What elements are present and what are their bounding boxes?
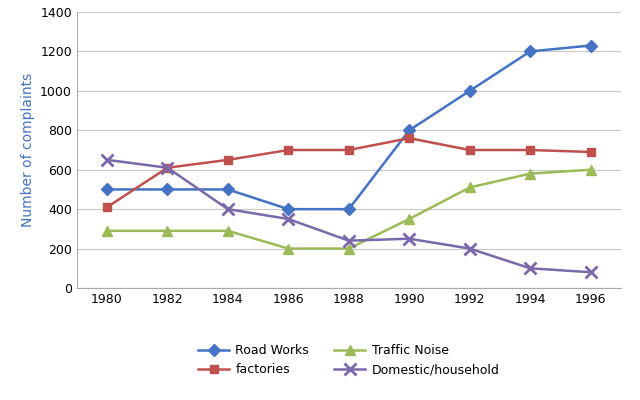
Domestic/household [587,270,595,275]
Traffic Noise [526,171,534,176]
Domestic/household [466,246,474,251]
factories [164,165,172,170]
Domestic/household [405,236,413,241]
Domestic/household [345,238,353,243]
factories [103,205,111,210]
Road Works [466,88,474,93]
Y-axis label: Number of complaints: Number of complaints [20,73,35,227]
factories [526,148,534,152]
factories [285,148,292,152]
Road Works [164,187,172,192]
Traffic Noise [345,246,353,251]
factories [224,158,232,162]
Line: Road Works: Road Works [103,41,595,213]
Road Works [103,187,111,192]
Road Works [405,128,413,133]
Legend: Road Works, factories, Traffic Noise, Domestic/household: Road Works, factories, Traffic Noise, Do… [198,344,500,376]
factories [345,148,353,152]
Domestic/household [526,266,534,271]
Traffic Noise [103,228,111,233]
Road Works [224,187,232,192]
Domestic/household [224,207,232,212]
Line: Domestic/household: Domestic/household [102,154,596,278]
Line: factories: factories [103,134,595,211]
Domestic/household [103,158,111,162]
Traffic Noise [405,217,413,222]
Road Works [285,207,292,212]
factories [466,148,474,152]
Traffic Noise [466,185,474,190]
Road Works [526,49,534,54]
factories [405,136,413,140]
Traffic Noise [224,228,232,233]
factories [587,150,595,154]
Traffic Noise [285,246,292,251]
Traffic Noise [164,228,172,233]
Traffic Noise [587,167,595,172]
Domestic/household [164,165,172,170]
Road Works [587,43,595,48]
Road Works [345,207,353,212]
Line: Traffic Noise: Traffic Noise [102,165,595,254]
Domestic/household [285,217,292,222]
